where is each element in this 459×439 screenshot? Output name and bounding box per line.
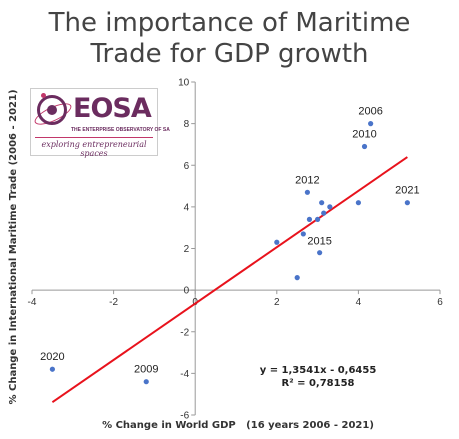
chart-title: The importance of Maritime Trade for GDP… (0, 8, 459, 70)
y-tick-label: 0 (184, 286, 190, 297)
x-tick-label: -2 (109, 297, 118, 308)
y-tick-label: 4 (184, 202, 190, 213)
y-tick-label: 8 (184, 119, 190, 130)
y-axis-label: % Change in International Maritime Trade… (8, 89, 19, 404)
y-tick-label: 2 (184, 244, 190, 255)
x-tick-label: 6 (437, 297, 443, 308)
data-point (404, 200, 410, 206)
logo-ring-icon (37, 95, 67, 125)
logo-tagline: exploring entrepreneurial spaces (35, 137, 153, 158)
point-label-2021: 2021 (395, 185, 419, 197)
data-points (49, 121, 410, 385)
data-point (274, 239, 280, 245)
x-axis-label: % Change in World GDP (16 years 2006 - 2… (102, 420, 374, 431)
data-point (355, 200, 361, 206)
x-tick-label: 2 (274, 297, 280, 308)
data-point (317, 250, 323, 256)
data-point (368, 121, 374, 127)
data-point (143, 379, 149, 385)
y-tick-label: 6 (184, 161, 190, 172)
data-point (361, 143, 368, 150)
logo-subtitle: THE ENTERPRISE OBSERVATORY OF SA (71, 127, 170, 133)
data-point (319, 200, 325, 206)
data-point (327, 204, 333, 210)
point-label-2009: 2009 (134, 364, 158, 376)
data-point (300, 231, 306, 237)
x-tick-label: -4 (28, 297, 37, 308)
trendline-equation: y = 1,3541x - 0,6455 (260, 365, 377, 376)
point-label-2006: 2006 (358, 106, 382, 118)
eosa-logo: EOSA THE ENTERPRISE OBSERVATORY OF SA ex… (30, 88, 170, 158)
point-label-2012: 2012 (295, 174, 319, 186)
point-labels: 2020 2009 2012 2015 2010 2006 2021 (40, 106, 419, 376)
x-tick-label: 4 (356, 297, 362, 308)
data-point (315, 216, 321, 222)
trendline-r-squared: R² = 0,78158 (282, 378, 355, 389)
chart-title-line-2: Trade for GDP growth (90, 39, 369, 69)
data-point (321, 210, 327, 216)
y-tick-label: 10 (178, 78, 190, 89)
data-point (304, 189, 310, 195)
data-point (294, 275, 300, 281)
point-label-2015: 2015 (307, 236, 331, 248)
chart-title-line-1: The importance of Maritime (48, 8, 411, 38)
y-tick-label: -4 (180, 369, 189, 380)
y-tick-label: -6 (180, 411, 189, 422)
logo-dot-icon (41, 93, 46, 98)
data-point (49, 366, 56, 372)
y-tick-label: -2 (180, 327, 189, 338)
logo-wordmark: EOSA (73, 93, 152, 124)
trendline (51, 156, 408, 404)
point-label-2010: 2010 (352, 129, 376, 141)
chart-axes (31, 81, 441, 416)
point-label-2020: 2020 (40, 351, 64, 363)
data-point (306, 216, 313, 222)
